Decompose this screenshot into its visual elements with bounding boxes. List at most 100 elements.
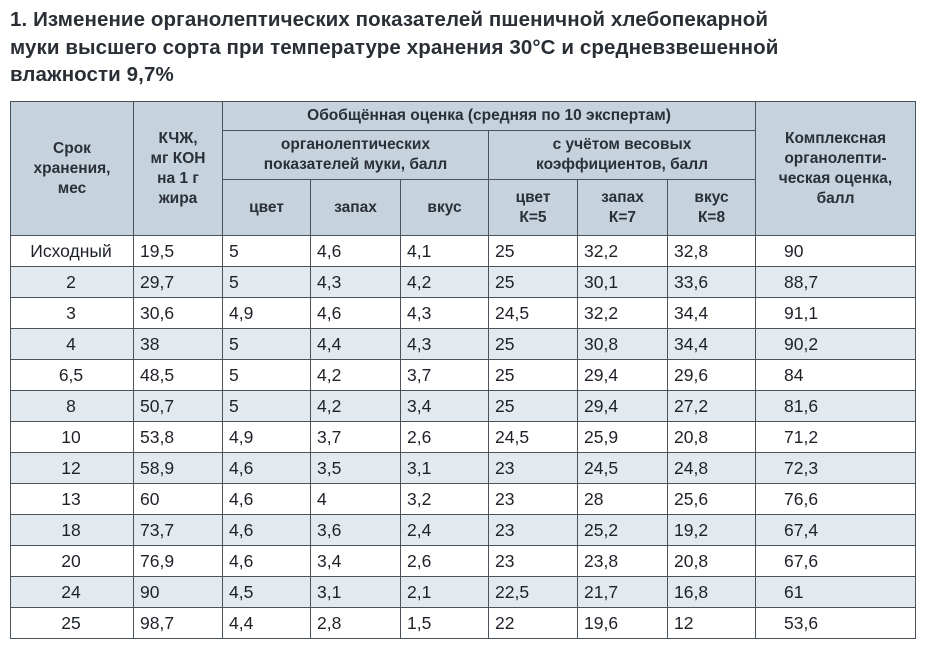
cell-color-weighted: 23 xyxy=(488,452,578,484)
cell-color-weighted: 22,5 xyxy=(488,576,578,608)
cell-acid-number: 53,8 xyxy=(133,421,223,453)
cell-storage-term: 4 xyxy=(10,328,134,360)
cell-acid-number: 58,9 xyxy=(133,452,223,484)
cell-smell-weighted: 32,2 xyxy=(577,297,668,329)
table-caption: 1. Изменение органолептических показател… xyxy=(10,6,920,89)
cell-taste-weighted: 33,6 xyxy=(666,266,757,298)
cell-complex-score: 71,2 xyxy=(755,421,917,453)
cell-smell-weighted: 30,8 xyxy=(577,328,668,360)
cell-storage-term: Исходный xyxy=(10,235,134,267)
header-complex-score: Комплексная органолепти- ческая оценка, … xyxy=(755,101,917,236)
cell-smell-weighted: 23,8 xyxy=(577,545,668,577)
cell-complex-score: 84 xyxy=(755,359,917,391)
cell-taste: 3,2 xyxy=(400,483,489,515)
cell-acid-number: 73,7 xyxy=(133,514,223,546)
cell-smell-weighted: 32,2 xyxy=(577,235,668,267)
cell-acid-number: 98,7 xyxy=(133,607,223,639)
cell-storage-term: 20 xyxy=(10,545,134,577)
cell-acid-number: 50,7 xyxy=(133,390,223,422)
header-smell: запах xyxy=(310,179,401,236)
cell-smell: 4,2 xyxy=(310,390,401,422)
cell-complex-score: 91,1 xyxy=(755,297,917,329)
cell-taste-weighted: 25,6 xyxy=(666,483,757,515)
cell-smell: 4,2 xyxy=(310,359,401,391)
cell-storage-term: 8 xyxy=(10,390,134,422)
cell-complex-score: 88,7 xyxy=(755,266,917,298)
caption-line-3: влажности 9,7% xyxy=(10,63,174,86)
cell-taste: 1,5 xyxy=(400,607,489,639)
cell-taste-weighted: 34,4 xyxy=(666,297,757,329)
cell-smell: 4 xyxy=(310,483,401,515)
caption-line-1: 1. Изменение органолептических показател… xyxy=(10,8,769,31)
cell-smell: 3,4 xyxy=(310,545,401,577)
cell-color: 4,9 xyxy=(222,421,311,453)
cell-acid-number: 30,6 xyxy=(133,297,223,329)
table-row: 8 50,7 5 4,2 3,4 25 29,4 27,2 81,6 xyxy=(10,390,917,422)
table-row: 2 29,7 5 4,3 4,2 25 30,1 33,6 88,7 xyxy=(10,266,917,298)
cell-acid-number: 60 xyxy=(133,483,223,515)
cell-taste: 3,7 xyxy=(400,359,489,391)
cell-taste: 3,1 xyxy=(400,452,489,484)
cell-color: 4,6 xyxy=(222,483,311,515)
cell-smell-weighted: 29,4 xyxy=(577,359,668,391)
cell-storage-term: 25 xyxy=(10,607,134,639)
cell-color: 5 xyxy=(222,266,311,298)
cell-acid-number: 48,5 xyxy=(133,359,223,391)
cell-color: 5 xyxy=(222,390,311,422)
cell-color: 5 xyxy=(222,328,311,360)
table-row: 4 38 5 4,4 4,3 25 30,8 34,4 90,2 xyxy=(10,328,917,360)
header-organoleptic-scores: органолептических показателей муки, балл xyxy=(222,130,489,180)
cell-complex-score: 72,3 xyxy=(755,452,917,484)
cell-taste-weighted: 16,8 xyxy=(666,576,757,608)
cell-storage-term: 3 xyxy=(10,297,134,329)
cell-smell-weighted: 21,7 xyxy=(577,576,668,608)
cell-taste-weighted: 19,2 xyxy=(666,514,757,546)
cell-color: 5 xyxy=(222,235,311,267)
cell-storage-term: 24 xyxy=(10,576,134,608)
cell-color-weighted: 22 xyxy=(488,607,578,639)
table-row: Исходный 19,5 5 4,6 4,1 25 32,2 32,8 90 xyxy=(10,235,917,267)
cell-color: 5 xyxy=(222,359,311,391)
table-row: 24 90 4,5 3,1 2,1 22,5 21,7 16,8 61 xyxy=(10,576,917,608)
header-storage-term: Срок хранения, мес xyxy=(10,101,134,236)
cell-acid-number: 90 xyxy=(133,576,223,608)
cell-smell: 4,4 xyxy=(310,328,401,360)
cell-taste-weighted: 20,8 xyxy=(666,545,757,577)
cell-smell: 4,6 xyxy=(310,297,401,329)
cell-color-weighted: 24,5 xyxy=(488,421,578,453)
cell-complex-score: 67,6 xyxy=(755,545,917,577)
cell-smell-weighted: 19,6 xyxy=(577,607,668,639)
organoleptic-table: Срок хранения, мес КЧЖ, мг КОН на 1 г жи… xyxy=(10,101,917,639)
cell-color-weighted: 23 xyxy=(488,514,578,546)
cell-smell: 2,8 xyxy=(310,607,401,639)
cell-complex-score: 90 xyxy=(755,235,917,267)
cell-color: 4,5 xyxy=(222,576,311,608)
cell-taste-weighted: 32,8 xyxy=(666,235,757,267)
cell-smell: 3,1 xyxy=(310,576,401,608)
cell-smell: 3,5 xyxy=(310,452,401,484)
cell-acid-number: 76,9 xyxy=(133,545,223,577)
table-row: 12 58,9 4,6 3,5 3,1 23 24,5 24,8 72,3 xyxy=(10,452,917,484)
header-weighted-scores: с учётом весовых коэффициентов, балл xyxy=(487,130,757,180)
cell-complex-score: 67,4 xyxy=(755,514,917,546)
cell-storage-term: 12 xyxy=(10,452,134,484)
cell-storage-term: 10 xyxy=(10,421,134,453)
cell-color: 4,6 xyxy=(222,545,311,577)
cell-color-weighted: 23 xyxy=(488,483,578,515)
table-row: 25 98,7 4,4 2,8 1,5 22 19,6 12 53,6 xyxy=(10,607,917,639)
cell-color-weighted: 25 xyxy=(488,359,578,391)
cell-storage-term: 2 xyxy=(10,266,134,298)
cell-storage-term: 18 xyxy=(10,514,134,546)
cell-taste-weighted: 27,2 xyxy=(666,390,757,422)
cell-taste: 4,2 xyxy=(400,266,489,298)
cell-complex-score: 53,6 xyxy=(755,607,917,639)
cell-smell: 4,6 xyxy=(310,235,401,267)
cell-taste-weighted: 29,6 xyxy=(666,359,757,391)
cell-color-weighted: 25 xyxy=(488,390,578,422)
cell-color: 4,6 xyxy=(222,514,311,546)
table-row: 6,5 48,5 5 4,2 3,7 25 29,4 29,6 84 xyxy=(10,359,917,391)
cell-storage-term: 6,5 xyxy=(10,359,134,391)
header-color-weighted: цвет К=5 xyxy=(488,179,578,236)
cell-color-weighted: 25 xyxy=(488,235,578,267)
cell-complex-score: 90,2 xyxy=(755,328,917,360)
